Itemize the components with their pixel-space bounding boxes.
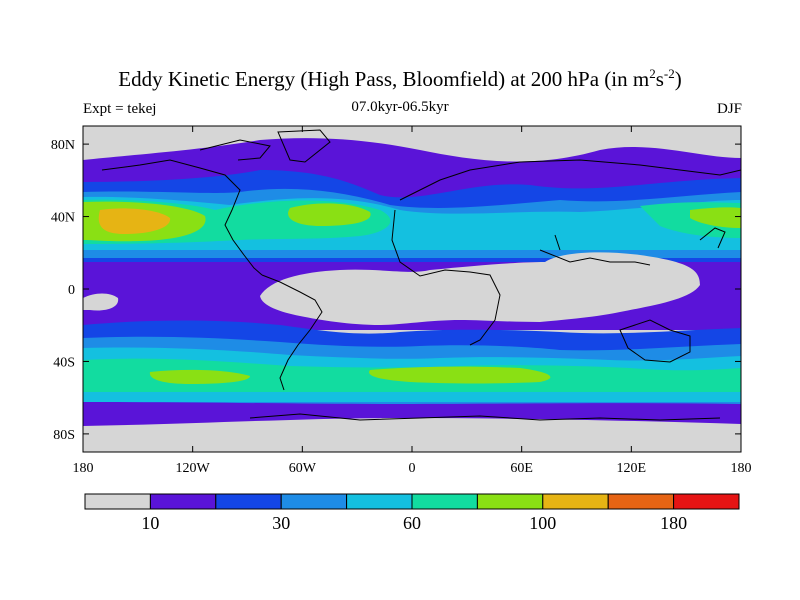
colorbar-swatch: [411, 493, 478, 510]
coastlines: [101, 129, 741, 421]
contour-field: [83, 126, 741, 452]
colorbar-swatch: [84, 493, 151, 510]
lon-tick-label: 0: [409, 461, 416, 476]
lat-tick-label: 0: [68, 283, 75, 298]
colorbar-swatch: [215, 493, 282, 510]
nh-band-100: [98, 208, 171, 234]
colorbar-label: 180: [660, 513, 687, 533]
colorbar-label: 100: [529, 513, 556, 533]
tropical-low-pacific: [83, 293, 119, 311]
nh-band-60: [83, 199, 741, 244]
experiment-label: Expt = tekej: [83, 101, 157, 117]
lon-tick-label: 120E: [617, 461, 647, 476]
nh-band-80: [83, 201, 741, 242]
colorbar-swatch: [149, 493, 217, 510]
lon-tick-label: 120W: [176, 461, 211, 476]
colorbar-swatch: [476, 493, 544, 510]
lon-tick-label: 60W: [289, 461, 317, 476]
colorbar: 10 30 60 100 180: [84, 493, 740, 533]
plot-title: Eddy Kinetic Energy (High Pass, Bloomfie…: [118, 66, 682, 91]
lat-tick-label: 40N: [51, 211, 75, 226]
colorbar-swatch: [673, 493, 740, 510]
sh-band-80: [149, 366, 551, 384]
lat-tick-label: 40S: [53, 355, 75, 370]
colorbar-swatch: [280, 493, 348, 510]
latitude-axis: 80N 40N 0 40S 80S: [51, 138, 741, 443]
lat-tick-label: 80S: [53, 428, 75, 443]
colorbar-swatch: [542, 493, 609, 510]
colorbar-swatch: [607, 493, 675, 510]
colorbar-label: 30: [272, 513, 290, 533]
lat-tick-label: 80N: [51, 138, 75, 153]
season-label: DJF: [716, 101, 742, 117]
colorbar-label: 10: [141, 513, 159, 533]
lon-tick-label: 180: [731, 461, 752, 476]
lon-tick-label: 60E: [510, 461, 533, 476]
tropical-low-africa: [260, 252, 700, 325]
colorbar-label: 60: [403, 513, 421, 533]
sh-polar-low: [83, 418, 741, 452]
plot-subtitle: 07.0kyr-06.5kyr: [351, 99, 449, 115]
longitude-axis: 180 120W 60W 0 60E 120E 180: [73, 126, 752, 476]
colorbar-swatch: [346, 493, 413, 510]
lon-tick-label: 180: [73, 461, 94, 476]
